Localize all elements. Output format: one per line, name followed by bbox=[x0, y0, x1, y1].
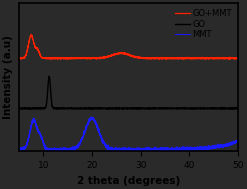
GO bbox=[102, 107, 104, 109]
MMT bbox=[232, 142, 235, 144]
GO+MMT bbox=[56, 57, 59, 59]
GO bbox=[111, 108, 114, 110]
GO+MMT bbox=[208, 57, 211, 59]
GO bbox=[48, 75, 51, 77]
MMT bbox=[208, 145, 211, 147]
MMT bbox=[236, 140, 239, 142]
MMT bbox=[56, 149, 59, 151]
MMT bbox=[18, 149, 21, 152]
GO+MMT bbox=[42, 57, 45, 60]
Line: MMT: MMT bbox=[19, 117, 238, 153]
GO bbox=[42, 107, 45, 110]
GO+MMT bbox=[102, 57, 104, 60]
Legend: GO+MMT, GO, MMT: GO+MMT, GO, MMT bbox=[173, 8, 234, 40]
MMT bbox=[102, 139, 104, 142]
GO+MMT bbox=[165, 58, 168, 60]
MMT bbox=[111, 147, 114, 149]
GO bbox=[236, 108, 239, 110]
GO+MMT bbox=[236, 57, 239, 59]
GO+MMT bbox=[232, 57, 235, 59]
MMT bbox=[90, 116, 93, 118]
Line: GO+MMT: GO+MMT bbox=[19, 35, 238, 59]
GO bbox=[18, 108, 21, 110]
Y-axis label: Intensity (a.u): Intensity (a.u) bbox=[3, 35, 14, 119]
GO bbox=[56, 108, 59, 110]
MMT bbox=[42, 144, 45, 146]
GO+MMT bbox=[111, 54, 114, 56]
GO bbox=[208, 107, 211, 110]
Line: GO: GO bbox=[19, 76, 238, 109]
X-axis label: 2 theta (degrees): 2 theta (degrees) bbox=[77, 176, 180, 186]
GO bbox=[147, 108, 150, 110]
GO+MMT bbox=[30, 34, 33, 36]
GO bbox=[232, 107, 235, 110]
GO+MMT bbox=[18, 57, 21, 59]
MMT bbox=[135, 151, 138, 154]
